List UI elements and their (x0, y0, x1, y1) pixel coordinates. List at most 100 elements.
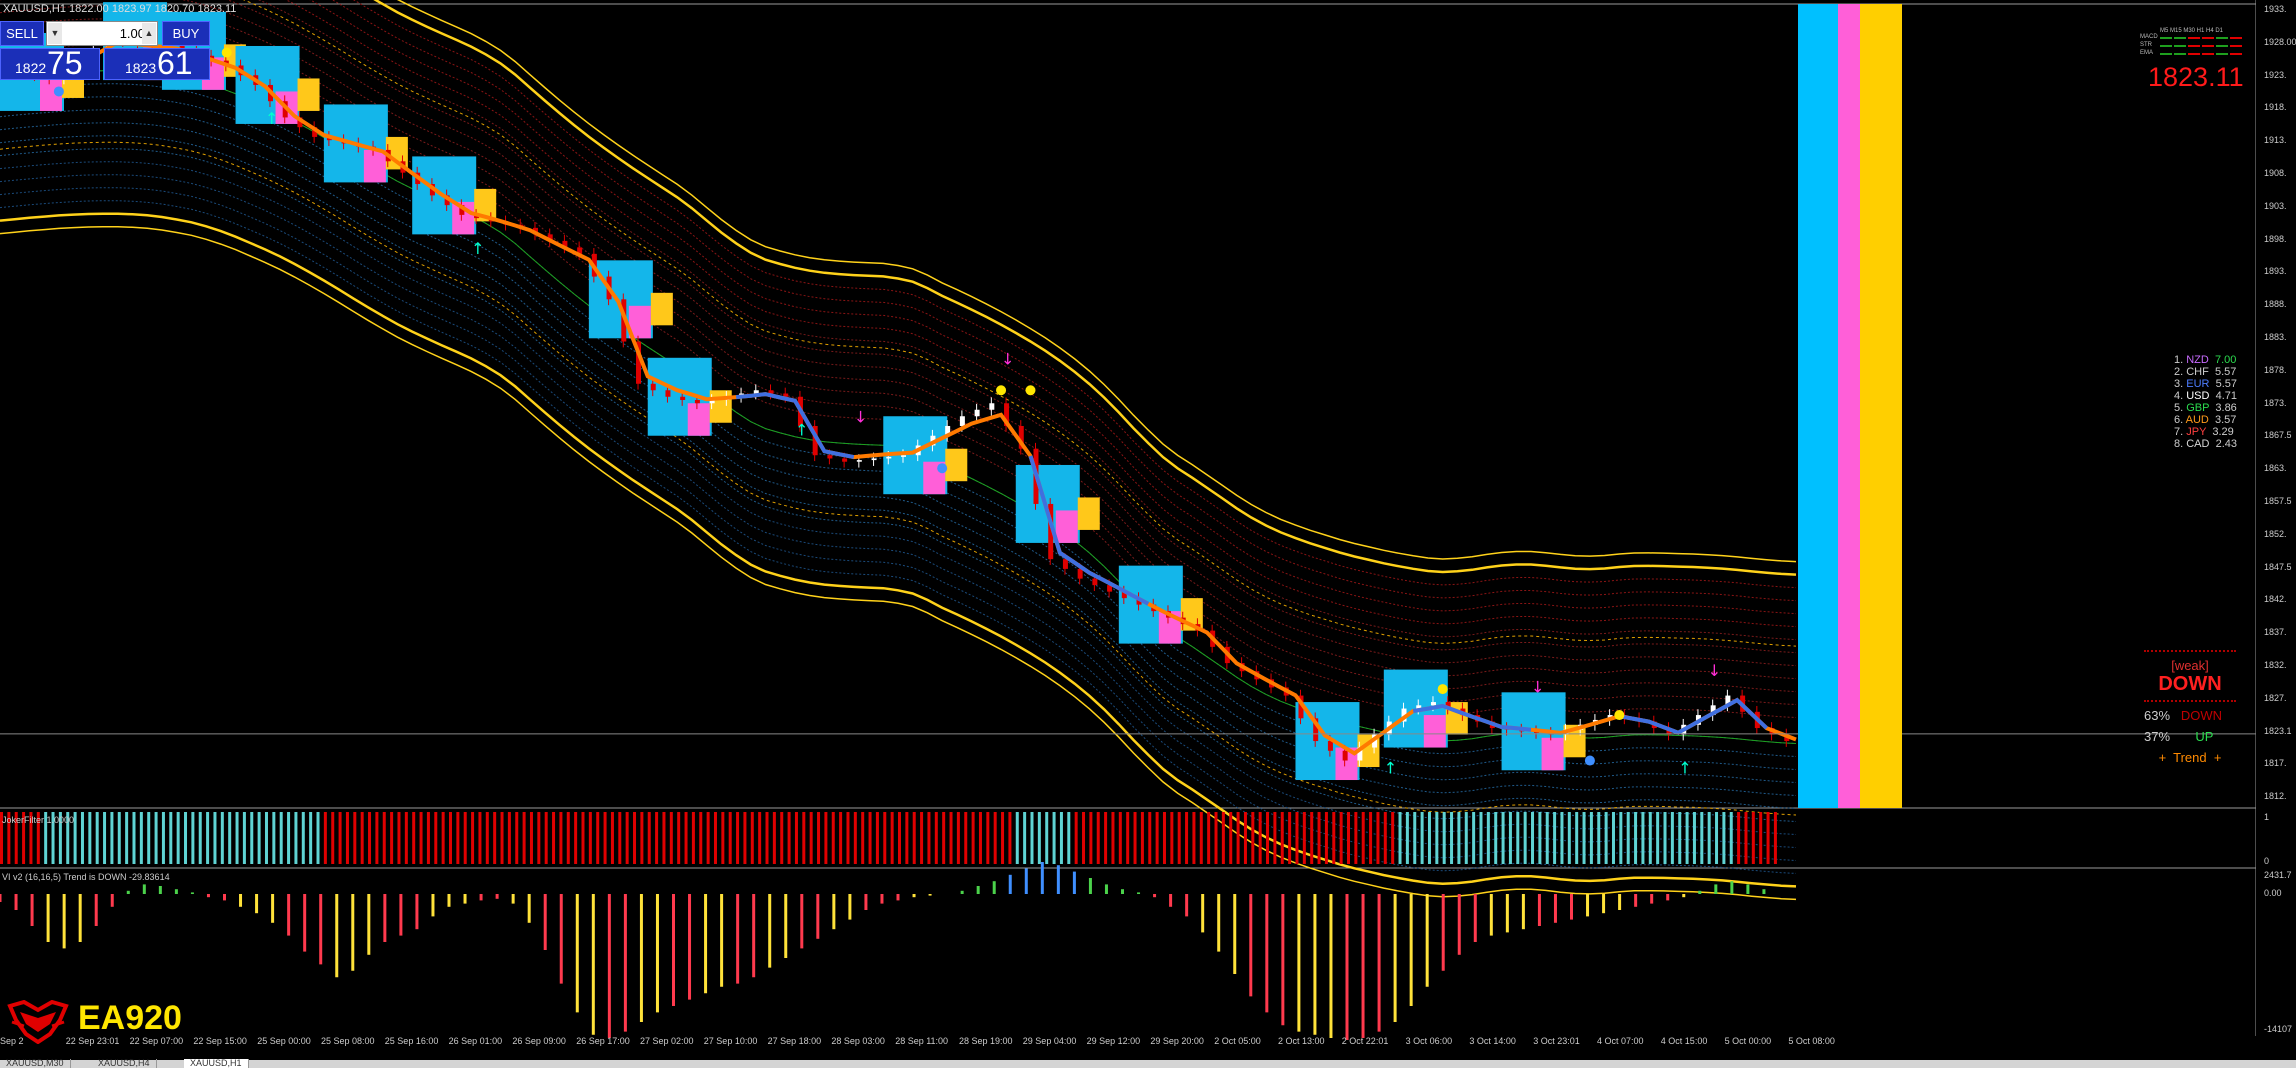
price-tick-label: 1812. (2264, 791, 2287, 802)
sell-button[interactable]: SELL (0, 21, 44, 46)
mtf-signal-bar (2230, 45, 2242, 47)
signal-dot-icon (937, 463, 948, 474)
filter-bar (242, 812, 246, 864)
filter-bar (1207, 812, 1211, 864)
candle-body (1092, 578, 1098, 586)
filter-bar (699, 812, 703, 864)
filter-bar (596, 812, 600, 864)
time-tick-label: 4 Oct 07:00 (1597, 1036, 1644, 1046)
lot-decrease-icon[interactable]: ▼ (48, 23, 62, 44)
candle-body (1357, 747, 1363, 761)
filter-bar (1170, 812, 1174, 864)
upper-channel-line-outer (397, 0, 1797, 563)
currency-row: 1. NZD 7.00 (2174, 354, 2237, 366)
filter-bar (1229, 812, 1233, 864)
candle-body (1430, 702, 1436, 706)
price-axis[interactable]: 1933. 1928.00 1923. 1918. 1913. 1908. 1903. 189… (2256, 0, 2296, 1068)
filter-bar (390, 812, 394, 864)
filter-bar (736, 812, 740, 864)
time-tick-label: 28 Sep 11:00 (895, 1036, 949, 1046)
time-tick-label: 29 Sep 04:00 (1022, 1036, 1077, 1046)
filter-bar (1722, 812, 1726, 864)
chart-tab[interactable]: XAUUSD,H4 (92, 1059, 157, 1068)
filter-bar (1111, 812, 1115, 864)
mtf-signal-bar (2202, 53, 2214, 55)
mtf-signal-bar (2216, 37, 2228, 39)
filter-bar (721, 812, 725, 864)
filter-bar (794, 812, 798, 864)
price-tick-label: 1908. (2264, 168, 2287, 178)
filter-bar (853, 812, 857, 864)
filter-bar (875, 812, 879, 864)
signal-block-pink (628, 305, 651, 339)
buy-price-box[interactable]: 1823 61 (104, 45, 210, 81)
chart-tab[interactable]: XAUUSD,M30 (0, 1059, 71, 1068)
candle-body (577, 247, 583, 254)
channel-band-line (0, 0, 1797, 667)
filter-bar (809, 812, 813, 864)
candle-body (974, 409, 980, 417)
filter-bar (80, 812, 84, 864)
price-tick-label: 1832. (2264, 660, 2287, 670)
lot-increase-icon[interactable]: ▲ (142, 23, 156, 44)
up-percent: 37% (2144, 729, 2171, 744)
candle-body (1298, 695, 1304, 719)
chart-title: XAUUSD,H1 1822.00 1823.97 1820.70 1823.1… (3, 3, 237, 15)
candle-body (547, 234, 553, 241)
filter-bar (956, 812, 960, 864)
trend-top-divider (2144, 650, 2236, 652)
filter-bar (404, 812, 408, 864)
filter-bar (1023, 812, 1027, 864)
filter-bar (1398, 812, 1402, 864)
filter-bar (345, 812, 349, 864)
buy-button[interactable]: BUY (162, 21, 210, 46)
sell-price-box[interactable]: 1822 75 (0, 45, 100, 81)
filter-bar (228, 812, 232, 864)
filter-bar (426, 812, 430, 864)
filter-bar (301, 812, 305, 864)
price-tick-label: 1878. (2264, 364, 2287, 375)
candle-body (680, 396, 686, 401)
filter-bar (1442, 812, 1446, 864)
signal-block-pink (1335, 747, 1358, 781)
lower-channel-line (0, 212, 1797, 888)
filter-bar (1089, 812, 1093, 864)
filter-bar (610, 812, 614, 864)
filter-bar (713, 812, 717, 864)
filter-bar (669, 812, 673, 864)
chart-tab[interactable]: XAUUSD,H1 (184, 1059, 249, 1068)
filter-bar (1538, 812, 1542, 864)
lot-size-input[interactable] (65, 22, 147, 45)
buy-arrow-icon: ↑ (471, 239, 484, 258)
filter-bar (198, 812, 202, 864)
filter-bar (898, 812, 901, 864)
filter-bar (1545, 812, 1549, 864)
buy-price-small: 1823 (125, 60, 157, 76)
buy-arrow-icon: ↑ (1384, 759, 1397, 778)
time-axis[interactable]: Sep 2 22 Sep 23:01 22 Sep 07:00 22 Sep 15:0… (0, 1036, 2256, 1050)
signal-block-yellow (297, 78, 320, 111)
filter-bar (633, 812, 637, 864)
filter-bar (1118, 812, 1122, 864)
candle-body (901, 455, 906, 457)
filter-bar (360, 812, 364, 864)
filter-bar (1288, 812, 1292, 864)
filter-bar (920, 812, 924, 864)
filter-bar (691, 812, 695, 864)
chart-canvas[interactable]: ↑ ↑ ↑ ↓ ↓ ↑ ↓ ↑ ↓ (0, 0, 2256, 1040)
signal-block-pink (40, 78, 62, 111)
filter-bar (1464, 812, 1468, 864)
signal-block-pink (1423, 715, 1446, 748)
filter-bar (1413, 812, 1417, 864)
sell-arrow-icon: ↓ (854, 408, 867, 427)
filter-bar (1199, 812, 1203, 864)
mtf-signal-bar (2160, 37, 2172, 39)
filter-bar (1391, 812, 1395, 864)
filter-bar (500, 812, 504, 864)
filter-bar (934, 812, 938, 864)
filter-bar (1516, 812, 1520, 864)
filter-bar (787, 812, 791, 864)
mtf-signal-bar (2174, 53, 2186, 55)
signal-dot-icon (221, 47, 232, 58)
filter-bar (191, 812, 195, 864)
